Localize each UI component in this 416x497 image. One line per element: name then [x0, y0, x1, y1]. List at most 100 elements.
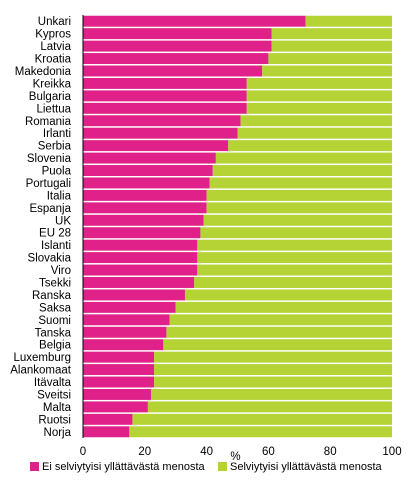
bar-ei-selviytyisi — [83, 339, 164, 351]
bar-ei-selviytyisi — [83, 53, 269, 65]
bar-ei-selviytyisi — [83, 152, 216, 164]
category-label: Kypros — [35, 29, 71, 41]
bar-selviytyisi — [129, 426, 392, 438]
bar-selviytyisi — [197, 252, 392, 264]
bar-ei-selviytyisi — [83, 351, 155, 363]
category-label: Viro — [51, 265, 71, 277]
x-tick-label: 40 — [200, 446, 213, 458]
legend-swatch-ei-selviytyisi — [30, 462, 39, 471]
category-label: Makedonia — [15, 66, 72, 78]
bar-selviytyisi — [154, 364, 392, 376]
bar-selviytyisi — [184, 289, 392, 301]
category-label: Latvia — [40, 41, 71, 53]
bar-selviytyisi — [150, 388, 392, 400]
x-tick-label: 80 — [324, 446, 337, 458]
category-label: Liettua — [36, 103, 71, 115]
bar-selviytyisi — [197, 264, 392, 276]
bar-ei-selviytyisi — [83, 301, 176, 313]
category-label: Norja — [44, 427, 72, 439]
bar-ei-selviytyisi — [83, 376, 155, 388]
category-label: Slovakia — [28, 253, 72, 265]
bar-selviytyisi — [246, 90, 392, 102]
bar-ei-selviytyisi — [83, 277, 195, 288]
bar-ei-selviytyisi — [83, 28, 272, 40]
bar-ei-selviytyisi — [83, 165, 213, 176]
bar-selviytyisi — [246, 102, 392, 114]
bar-ei-selviytyisi — [83, 401, 148, 413]
bar-ei-selviytyisi — [83, 40, 272, 52]
bar-selviytyisi — [228, 140, 392, 152]
bar-selviytyisi — [132, 413, 392, 425]
bar-selviytyisi — [147, 401, 392, 413]
bar-ei-selviytyisi — [83, 314, 170, 326]
bar-selviytyisi — [240, 115, 392, 127]
bar-ei-selviytyisi — [83, 239, 198, 251]
category-label: Slovenia — [27, 153, 72, 165]
category-label: Ruotsi — [38, 414, 71, 426]
bar-selviytyisi — [197, 239, 392, 251]
bar-ei-selviytyisi — [83, 15, 306, 27]
category-label: Suomi — [38, 315, 71, 327]
category-label: Kreikka — [33, 78, 72, 90]
category-label: Tsekki — [39, 277, 71, 289]
x-axis-title: % — [230, 451, 240, 463]
bar-selviytyisi — [271, 28, 392, 40]
category-label: Puola — [42, 166, 72, 178]
bar-selviytyisi — [262, 65, 392, 77]
category-label: Tanska — [35, 327, 72, 339]
legend-label-ei-selviytyisi: Ei selviytyisi yllättävästä menosta — [42, 461, 205, 473]
category-label: EU 28 — [39, 228, 71, 240]
category-label: Saksa — [39, 302, 72, 314]
category-label: Italia — [47, 190, 72, 202]
bar-selviytyisi — [209, 177, 392, 189]
x-tick-label: 60 — [262, 446, 275, 458]
bar-selviytyisi — [163, 339, 392, 351]
category-label: Kroatia — [35, 54, 72, 66]
bar-ei-selviytyisi — [83, 364, 155, 376]
bar-ei-selviytyisi — [83, 189, 207, 201]
bar-ei-selviytyisi — [83, 264, 198, 276]
bar-ei-selviytyisi — [83, 426, 130, 438]
bar-ei-selviytyisi — [83, 177, 210, 189]
bar-ei-selviytyisi — [83, 202, 207, 214]
bar-ei-selviytyisi — [83, 214, 204, 226]
category-label: Belgia — [39, 340, 72, 352]
bar-selviytyisi — [305, 15, 392, 27]
bar-ei-selviytyisi — [83, 252, 198, 264]
bar-ei-selviytyisi — [83, 115, 241, 127]
category-label: Islanti — [41, 240, 71, 252]
bar-ei-selviytyisi — [83, 227, 201, 239]
category-label: Portugali — [26, 178, 71, 190]
category-label: Sveitsi — [37, 389, 71, 401]
bar-selviytyisi — [206, 202, 392, 214]
bar-selviytyisi — [154, 351, 392, 363]
bar-selviytyisi — [154, 376, 392, 388]
bar-ei-selviytyisi — [83, 326, 167, 338]
bar-selviytyisi — [215, 152, 392, 164]
category-label: Bulgaria — [29, 91, 72, 103]
category-label: Romania — [25, 116, 72, 128]
legend-label-selviytyisi: Selviytyisi yllättävästä menosta — [230, 461, 382, 473]
bar-ei-selviytyisi — [83, 388, 151, 400]
category-label: Malta — [43, 402, 72, 414]
category-label: Serbia — [38, 141, 72, 153]
category-label: Unkari — [38, 16, 71, 28]
category-label: UK — [55, 215, 71, 227]
category-label: Itävalta — [34, 377, 72, 389]
bar-selviytyisi — [268, 53, 392, 65]
bar-selviytyisi — [206, 189, 392, 201]
bar-ei-selviytyisi — [83, 289, 185, 301]
bar-ei-selviytyisi — [83, 127, 238, 139]
category-label: Espanja — [29, 203, 71, 215]
legend-swatch-selviytyisi — [218, 462, 227, 471]
bar-selviytyisi — [194, 277, 392, 288]
category-label: Ranska — [32, 290, 72, 302]
x-tick-label: 100 — [382, 446, 401, 458]
bar-selviytyisi — [237, 127, 392, 139]
bar-selviytyisi — [203, 214, 392, 226]
bar-selviytyisi — [271, 40, 392, 52]
bar-selviytyisi — [169, 314, 392, 326]
category-label: Alankomaat — [10, 365, 72, 377]
